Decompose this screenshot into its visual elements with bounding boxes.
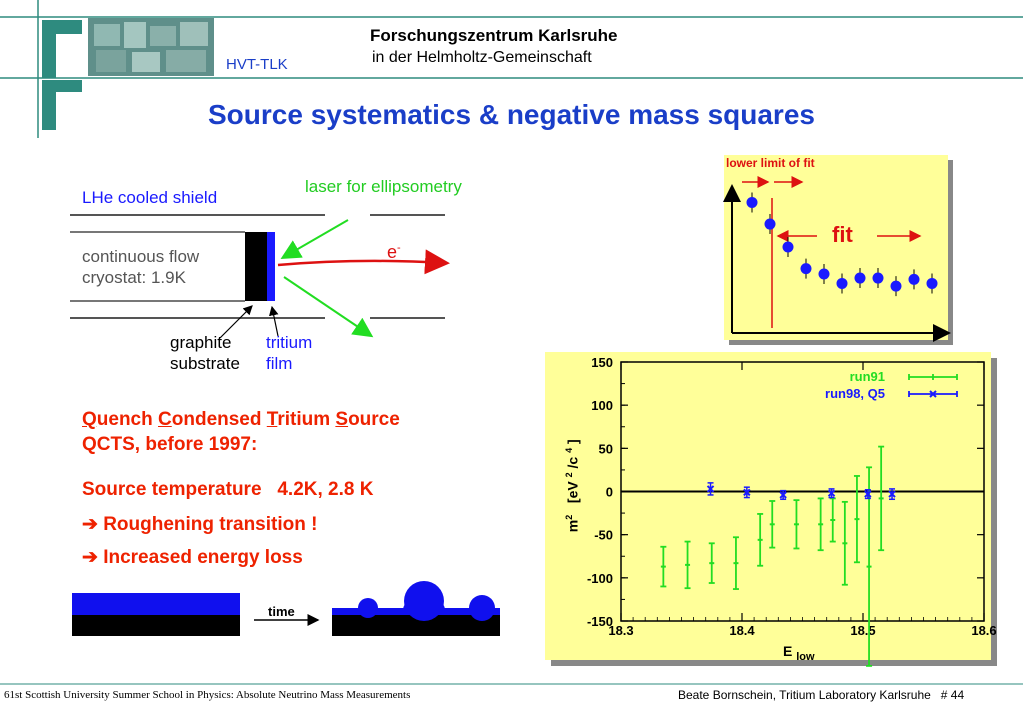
institute-name: Forschungszentrum Karlsruhe: [370, 26, 618, 45]
electron-charge: -: [397, 242, 401, 254]
y-axis-label: m2 [eV 2 /c 4 ]: [548, 439, 581, 540]
y-tick-label: 150: [591, 355, 613, 370]
cryostat-label: continuous flow cryostat: 1.9K: [82, 246, 199, 288]
ylabel-sup1: 2: [564, 514, 574, 520]
uench-word: uench: [96, 409, 159, 430]
inset-points: [746, 192, 938, 297]
inset-point: [818, 268, 830, 280]
ylabel-c: /c: [564, 452, 581, 473]
inset-point: [782, 241, 794, 253]
c-letter: C: [158, 409, 172, 430]
inset-point: [800, 263, 812, 275]
data-point: [743, 488, 751, 497]
footer-left: 61st Scottish University Summer School i…: [4, 689, 411, 701]
bullet-roughening: ➔ Roughening transition !: [82, 513, 317, 536]
x-tick-label: 18.4: [729, 623, 755, 638]
data-point: [827, 489, 836, 497]
arrow-icon: ➔: [82, 514, 98, 535]
y-tick-label: -50: [594, 528, 613, 543]
institute-subtitle: in der Helmholtz-Gemeinschaft: [372, 49, 592, 66]
inset-point: [854, 272, 866, 284]
data-point: [706, 485, 715, 493]
xlabel-e: E: [783, 643, 793, 659]
t-letter: T: [266, 409, 278, 430]
x-axis-label: E low: [783, 643, 815, 663]
series-1: [706, 482, 896, 501]
roughening-sketch: [72, 581, 500, 636]
arrow-icon: ➔: [82, 547, 98, 568]
graphite-label: graphite substrate: [170, 332, 240, 374]
bullet-energy-loss-text: Increased energy loss: [103, 547, 303, 568]
inset-point: [872, 272, 884, 284]
data-point: [888, 490, 896, 498]
graphite-substrate: [245, 232, 267, 301]
y-tick-label: -150: [587, 614, 613, 629]
cryostat-line2: cryostat: 1.9K: [82, 268, 186, 287]
tritium-line2: film: [266, 354, 293, 373]
x-tick-label: 18.5: [850, 623, 875, 638]
s-letter: S: [335, 409, 349, 430]
ritium-word: ritium: [277, 409, 336, 430]
ource-word: ource: [348, 409, 400, 430]
series-0: [660, 445, 885, 667]
fit-label: fit: [832, 222, 853, 247]
q-letter: Q: [82, 409, 97, 430]
cryostat-diagram: [70, 214, 450, 339]
fzk-logo: [42, 20, 82, 130]
ylabel-close: ]: [564, 439, 581, 448]
graphite-line1: graphite: [170, 333, 232, 352]
lower-limit-label: lower limit of fit: [726, 156, 815, 170]
inset-point: [908, 273, 920, 285]
ylabel-sup2: 2: [564, 472, 574, 478]
tritium-label: tritium film: [266, 332, 312, 374]
page-title: Source systematics & negative mass squar…: [208, 99, 815, 130]
x-tick-label: 18.3: [608, 623, 633, 638]
qcts-line1: Quench Condensed Tritium Source: [82, 407, 400, 432]
legend-label: run98, Q5: [825, 386, 885, 401]
inset-point: [764, 218, 776, 230]
y-tick-label: -100: [587, 571, 613, 586]
fit-inset: [723, 155, 953, 345]
footer-right: Beate Bornschein, Tritium Laboratory Kar…: [678, 688, 965, 702]
ylabel-m: m: [564, 519, 581, 533]
tritium-line1: tritium: [266, 333, 313, 352]
ylabel-ev: [eV: [564, 477, 581, 515]
legend-label: run91: [850, 369, 885, 384]
data-point: [779, 491, 787, 499]
qcts-line2: QCTS, before 1997:: [82, 434, 258, 455]
xlabel-sub: low: [796, 650, 815, 663]
cryostat-line1: continuous flow: [82, 247, 200, 266]
ondensed-word: ondensed: [171, 409, 267, 430]
group-label: HVT-TLK: [226, 56, 288, 73]
y-tick-label: 50: [599, 441, 613, 456]
y-tick-label: 0: [606, 485, 613, 500]
inset-point: [746, 196, 758, 208]
shield-label: LHe cooled shield: [82, 188, 218, 207]
bullet-roughening-text: Roughening transition !: [103, 514, 318, 535]
inset-point: [836, 277, 848, 289]
electron-symbol: e: [387, 242, 398, 262]
laser-label: laser for ellipsometry: [305, 177, 462, 196]
legend-marker: [929, 390, 937, 398]
x-tick-label: 18.6: [971, 623, 996, 638]
ylabel-sup3: 4: [564, 447, 574, 453]
y-tick-label: 100: [591, 398, 613, 413]
inset-point: [926, 277, 938, 289]
tritium-film: [267, 232, 275, 301]
electron-label: e-: [387, 242, 401, 263]
qcts-heading: Quench Condensed Tritium Source QCTS, be…: [82, 407, 400, 457]
time-label: time: [268, 604, 295, 619]
source-temperature: Source temperature 4.2K, 2.8 K: [82, 479, 374, 500]
data-point: [864, 490, 872, 498]
header-photo: [88, 18, 214, 76]
graphite-line2: substrate: [170, 354, 240, 373]
inset-point: [890, 280, 902, 292]
bullet-energy-loss: ➔ Increased energy loss: [82, 546, 303, 569]
